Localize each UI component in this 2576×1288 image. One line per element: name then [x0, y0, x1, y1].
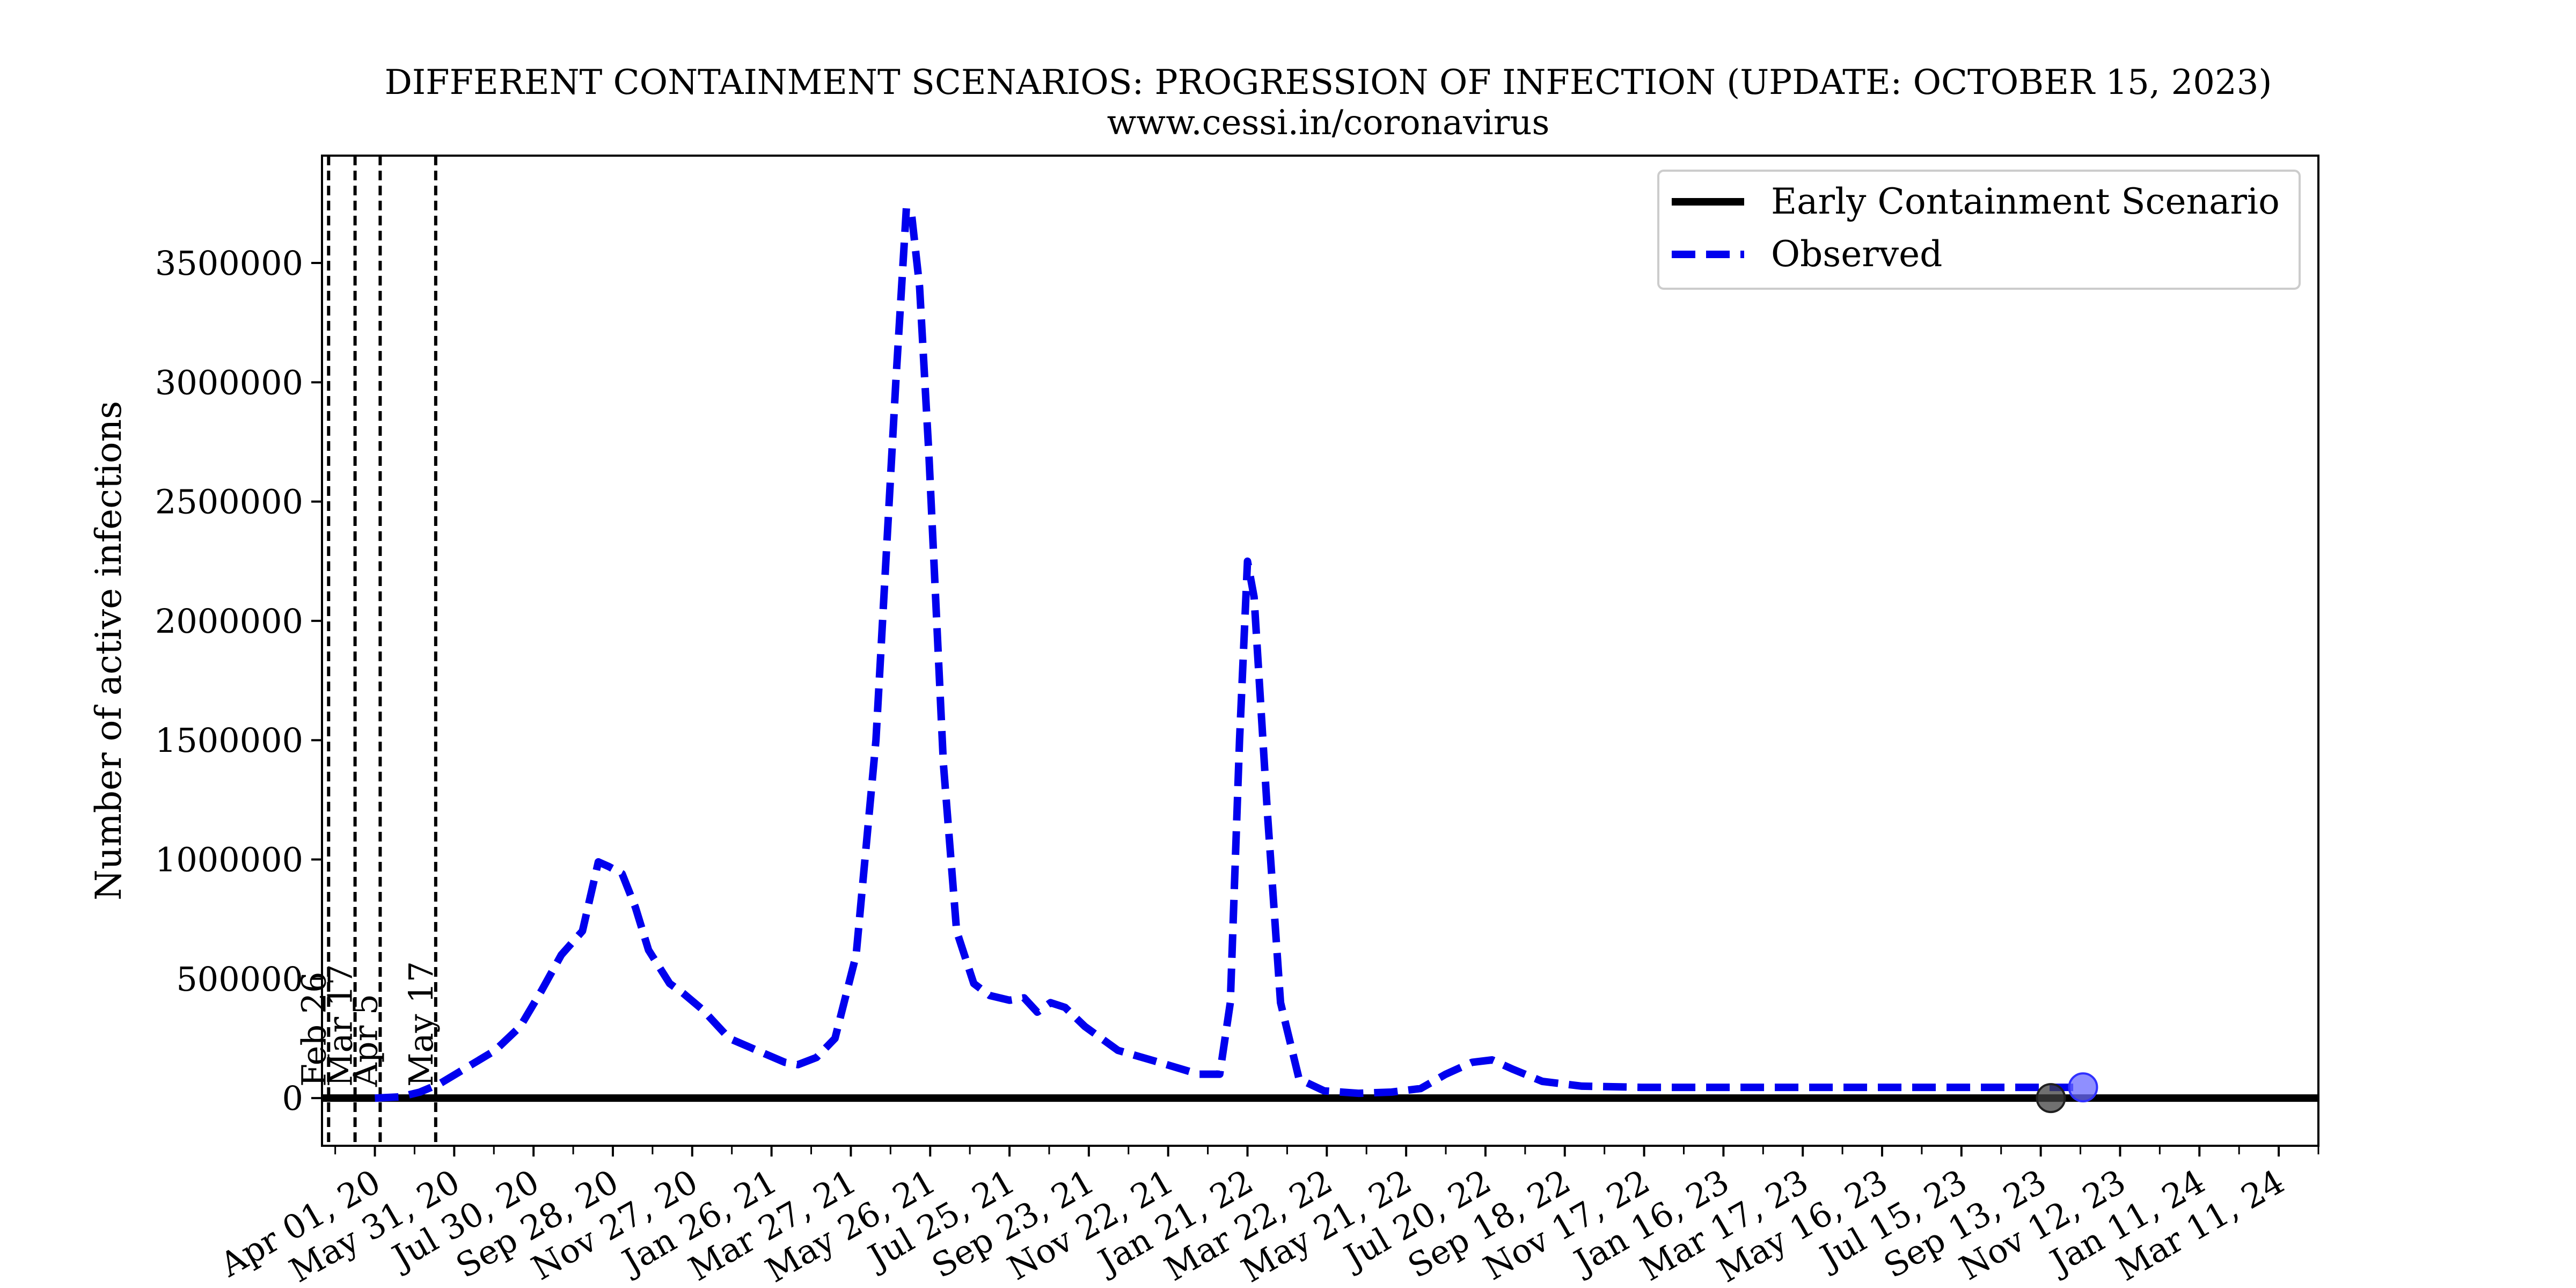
chart-subtitle: www.cessi.in/coronavirus — [1107, 103, 1550, 143]
vertical-marker-label: May 17 — [401, 961, 441, 1087]
legend-box — [1657, 170, 2301, 290]
y-tick-label: 1500000 — [155, 721, 303, 760]
y-tick-label: 0 — [282, 1079, 303, 1118]
y-axis: 0 500000 1000000 1500000 2000000 2500000 30000… — [155, 244, 322, 1118]
legend-label: Early Containment Scenario — [1771, 181, 2280, 222]
y-axis-label: Number of active infections — [88, 401, 129, 901]
y-tick-label: 2500000 — [155, 482, 303, 522]
y-tick-label: 500000 — [176, 960, 303, 999]
y-tick-label: 3500000 — [155, 244, 303, 283]
vertical-marker-label: Mar 17 — [321, 964, 360, 1087]
series-end-marker — [2068, 1072, 2098, 1103]
y-tick-label: 1000000 — [155, 840, 303, 880]
legend: Early Containment Scenario Observed — [1657, 170, 2301, 290]
vertical-marker-label: Apr 5 — [346, 994, 385, 1087]
y-tick-label: 3000000 — [155, 363, 303, 402]
vertical-marker-label: Feb 26 — [294, 971, 333, 1087]
legend-label: Observed — [1771, 233, 1942, 275]
series-line-observed — [375, 204, 2083, 1102]
plot-series-group — [322, 156, 2318, 1146]
series-end-marker — [2036, 1083, 2066, 1114]
y-tick-label: 2000000 — [155, 602, 303, 641]
plot-frame — [321, 155, 2319, 1147]
chart-title: DIFFERENT CONTAINMENT SCENARIOS: PROGRES… — [385, 63, 2272, 103]
